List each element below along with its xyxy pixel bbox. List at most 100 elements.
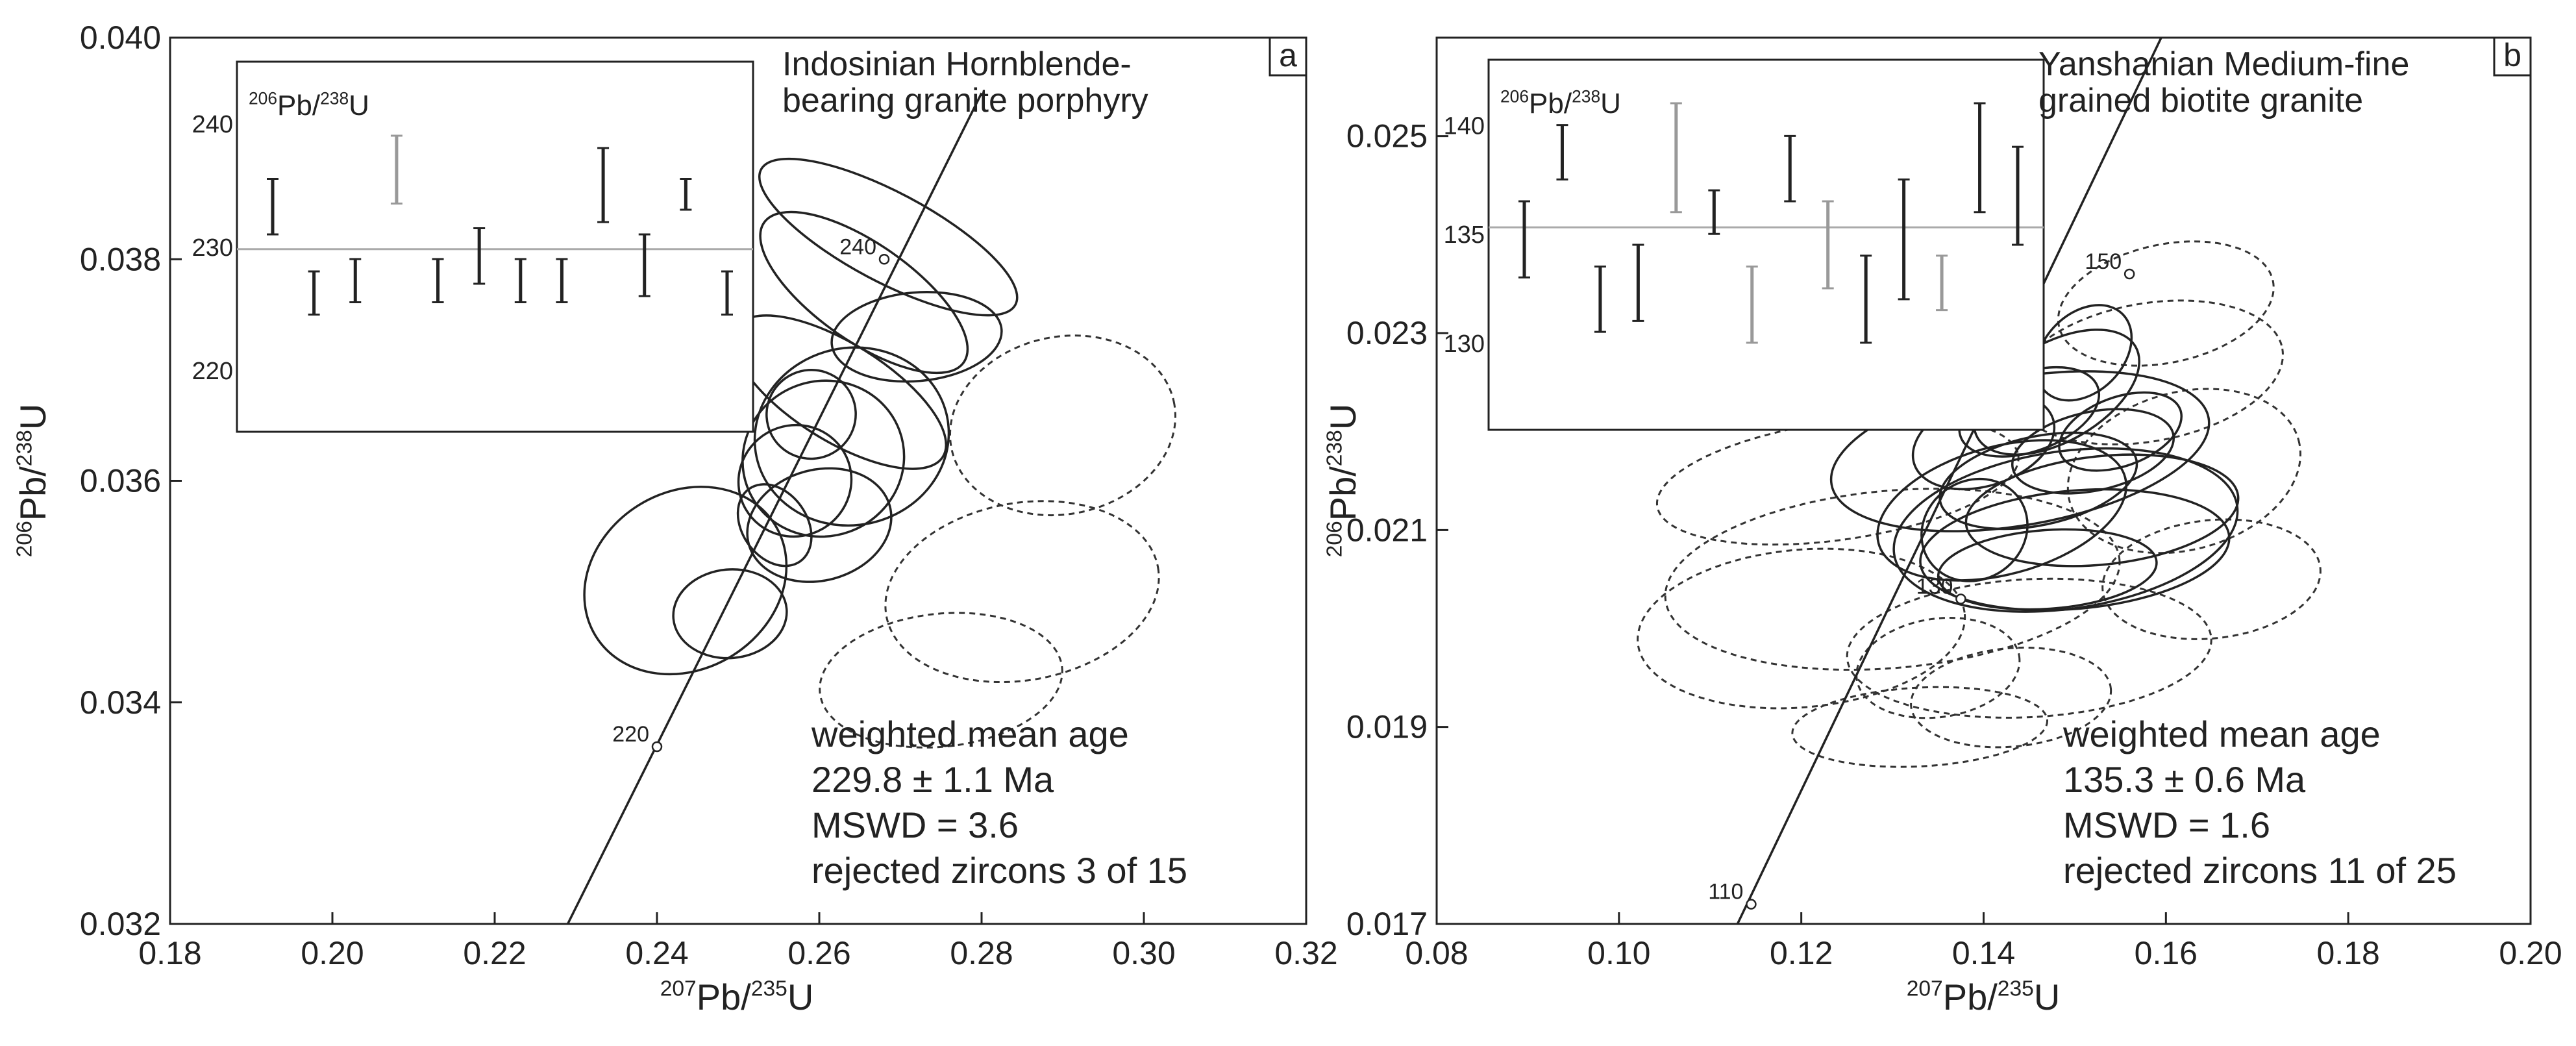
concordia-age-label: 220: [612, 722, 649, 747]
rejected-error-ellipse: [2101, 518, 2322, 640]
x-tick-label: 0.16: [2135, 935, 2198, 971]
rejected-error-ellipse: [1637, 547, 1966, 710]
panel-b: 0.08 0.10 0.12 0.14 0.16 0.18 0.20 0.017 0.019 0.…: [1322, 36, 2562, 1017]
inset-title: 206Pb/238U: [249, 88, 369, 121]
inset-y-tick-label: 135: [1444, 221, 1485, 249]
concordia-age-marker: [1955, 593, 1966, 604]
accepted-error-ellipse: [583, 486, 788, 676]
concordia-age-marker: [651, 741, 663, 753]
inset-y-tick-label: 230: [192, 234, 233, 262]
inset-rejected-error-bar: [1822, 200, 1834, 290]
concordia-age-marker: [2124, 268, 2135, 280]
y-tick-label: 0.034: [80, 684, 161, 721]
sample-label: bearing granite porphyry: [782, 82, 1148, 119]
accepted-error-ellipse: [758, 157, 1019, 317]
y-tick-label: 0.017: [1346, 906, 1428, 942]
inset-error-bar: [1860, 255, 1872, 344]
inset-rejected-error-bar: [1670, 102, 1682, 214]
y-axis-label: 206Pb/238U: [1322, 404, 1363, 558]
y-tick-label: 0.023: [1346, 315, 1428, 351]
stats-age: 135.3 ± 0.6 Ma: [2063, 759, 2306, 800]
panel-a: 0.18 0.20 0.22 0.24 0.26 0.28 0.30 0.32 0.032 0.0…: [12, 19, 1338, 1017]
y-tick-label: 0.021: [1346, 512, 1428, 548]
accepted-error-ellipse: [736, 483, 813, 567]
inset-error-bar: [638, 233, 650, 297]
rejected-error-ellipse: [1846, 577, 2212, 719]
concordia-age-label: 130: [1916, 575, 1953, 599]
accepted-error-ellipse: [753, 346, 950, 527]
concordia-age-marker: [878, 254, 890, 265]
y-tick-label: 0.040: [80, 19, 161, 56]
y-tick-label: 0.036: [80, 463, 161, 499]
stats-mswd: MSWD = 1.6: [2063, 804, 2270, 845]
x-axis-label: 207Pb/235U: [1907, 977, 2061, 1017]
inset-y-tick-label: 220: [192, 358, 233, 385]
inset-error-bar: [1556, 124, 1568, 181]
inset-error-bar: [1898, 178, 1910, 301]
accepted-error-ellipse: [672, 568, 788, 660]
accepted-error-ellipse: [2035, 304, 2133, 402]
inset-error-bar: [432, 258, 444, 303]
inset-error-bar: [1518, 200, 1530, 279]
inset-error-bar: [2012, 145, 2024, 246]
inset-y-tick-label: 140: [1444, 113, 1485, 140]
inset-y-tick-label: 130: [1444, 330, 1485, 358]
x-tick-label: 0.30: [1112, 935, 1175, 971]
inset-weighted-mean: 206Pb/238U 130 135 140: [1444, 58, 2045, 431]
x-tick-label: 0.28: [950, 935, 1013, 971]
concordia-age-label: 240: [839, 234, 876, 259]
x-tick-label: 0.08: [1405, 935, 1468, 971]
inset-title: 206Pb/238U: [1500, 86, 1621, 119]
inset-rejected-error-bar: [390, 134, 402, 205]
y-axis-label: 206Pb/238U: [12, 404, 53, 558]
inset-error-bar: [308, 270, 320, 316]
concordia-age-label: 110: [1708, 880, 1743, 904]
concordia-age-marker: [1746, 899, 1757, 910]
x-tick-label: 0.32: [1274, 935, 1337, 971]
accepted-error-ellipse: [759, 210, 969, 375]
inset-frame: [1487, 58, 2045, 431]
inset-error-bar: [1594, 266, 1606, 333]
sample-label: grained biotite granite: [2038, 82, 2363, 119]
panel-letter-box: [2493, 36, 2532, 77]
rejected-error-ellipse: [948, 334, 1177, 517]
rejected-error-ellipse: [1855, 617, 2021, 719]
inset-error-bar: [1708, 189, 1720, 235]
x-tick-label: 0.20: [301, 935, 364, 971]
x-tick-label: 0.20: [2499, 935, 2562, 971]
y-tick-label: 0.025: [1346, 118, 1428, 155]
x-tick-label: 0.18: [138, 935, 201, 971]
rejected-error-ellipse: [884, 500, 1160, 684]
x-tick-label: 0.18: [2317, 935, 2380, 971]
panel-letter-box: [1269, 36, 1307, 77]
inset-error-bar: [1974, 102, 1986, 214]
accepted-error-ellipse: [1964, 453, 2240, 567]
stats-heading: weighted mean age: [811, 714, 1129, 754]
plot-area: 220 240: [566, 92, 1177, 924]
x-tick-label: 0.26: [787, 935, 850, 971]
rejected-error-ellipse: [2057, 240, 2275, 367]
accepted-error-ellipse: [737, 423, 853, 538]
inset-error-bar: [1784, 134, 1796, 203]
inset-error-bar: [556, 258, 568, 303]
panel-letter-b: b: [2493, 36, 2532, 77]
plot-area: 110 130 150: [1637, 38, 2322, 924]
inset-error-bar: [349, 258, 362, 303]
panel-letter-text: b: [2503, 37, 2521, 73]
accepted-error-ellipse: [1876, 439, 2127, 582]
inset-error-bar: [721, 270, 733, 316]
inset-rejected-error-bar: [1936, 255, 1948, 312]
stats-rejected: rejected zircons 3 of 15: [811, 850, 1187, 891]
y-tick-label: 0.019: [1346, 709, 1428, 745]
rejected-error-ellipse: [1910, 646, 2112, 749]
accepted-error-ellipse: [830, 290, 1003, 383]
inset-error-bar: [514, 258, 526, 303]
x-tick-label: 0.14: [1952, 935, 2015, 971]
x-tick-label: 0.12: [1770, 935, 1833, 971]
inset-frame: [236, 60, 754, 433]
y-tick-label: 0.038: [80, 241, 161, 277]
stats-heading: weighted mean age: [2062, 714, 2381, 754]
inset-error-bar: [473, 227, 486, 285]
panel-letter-a: a: [1269, 36, 1307, 77]
